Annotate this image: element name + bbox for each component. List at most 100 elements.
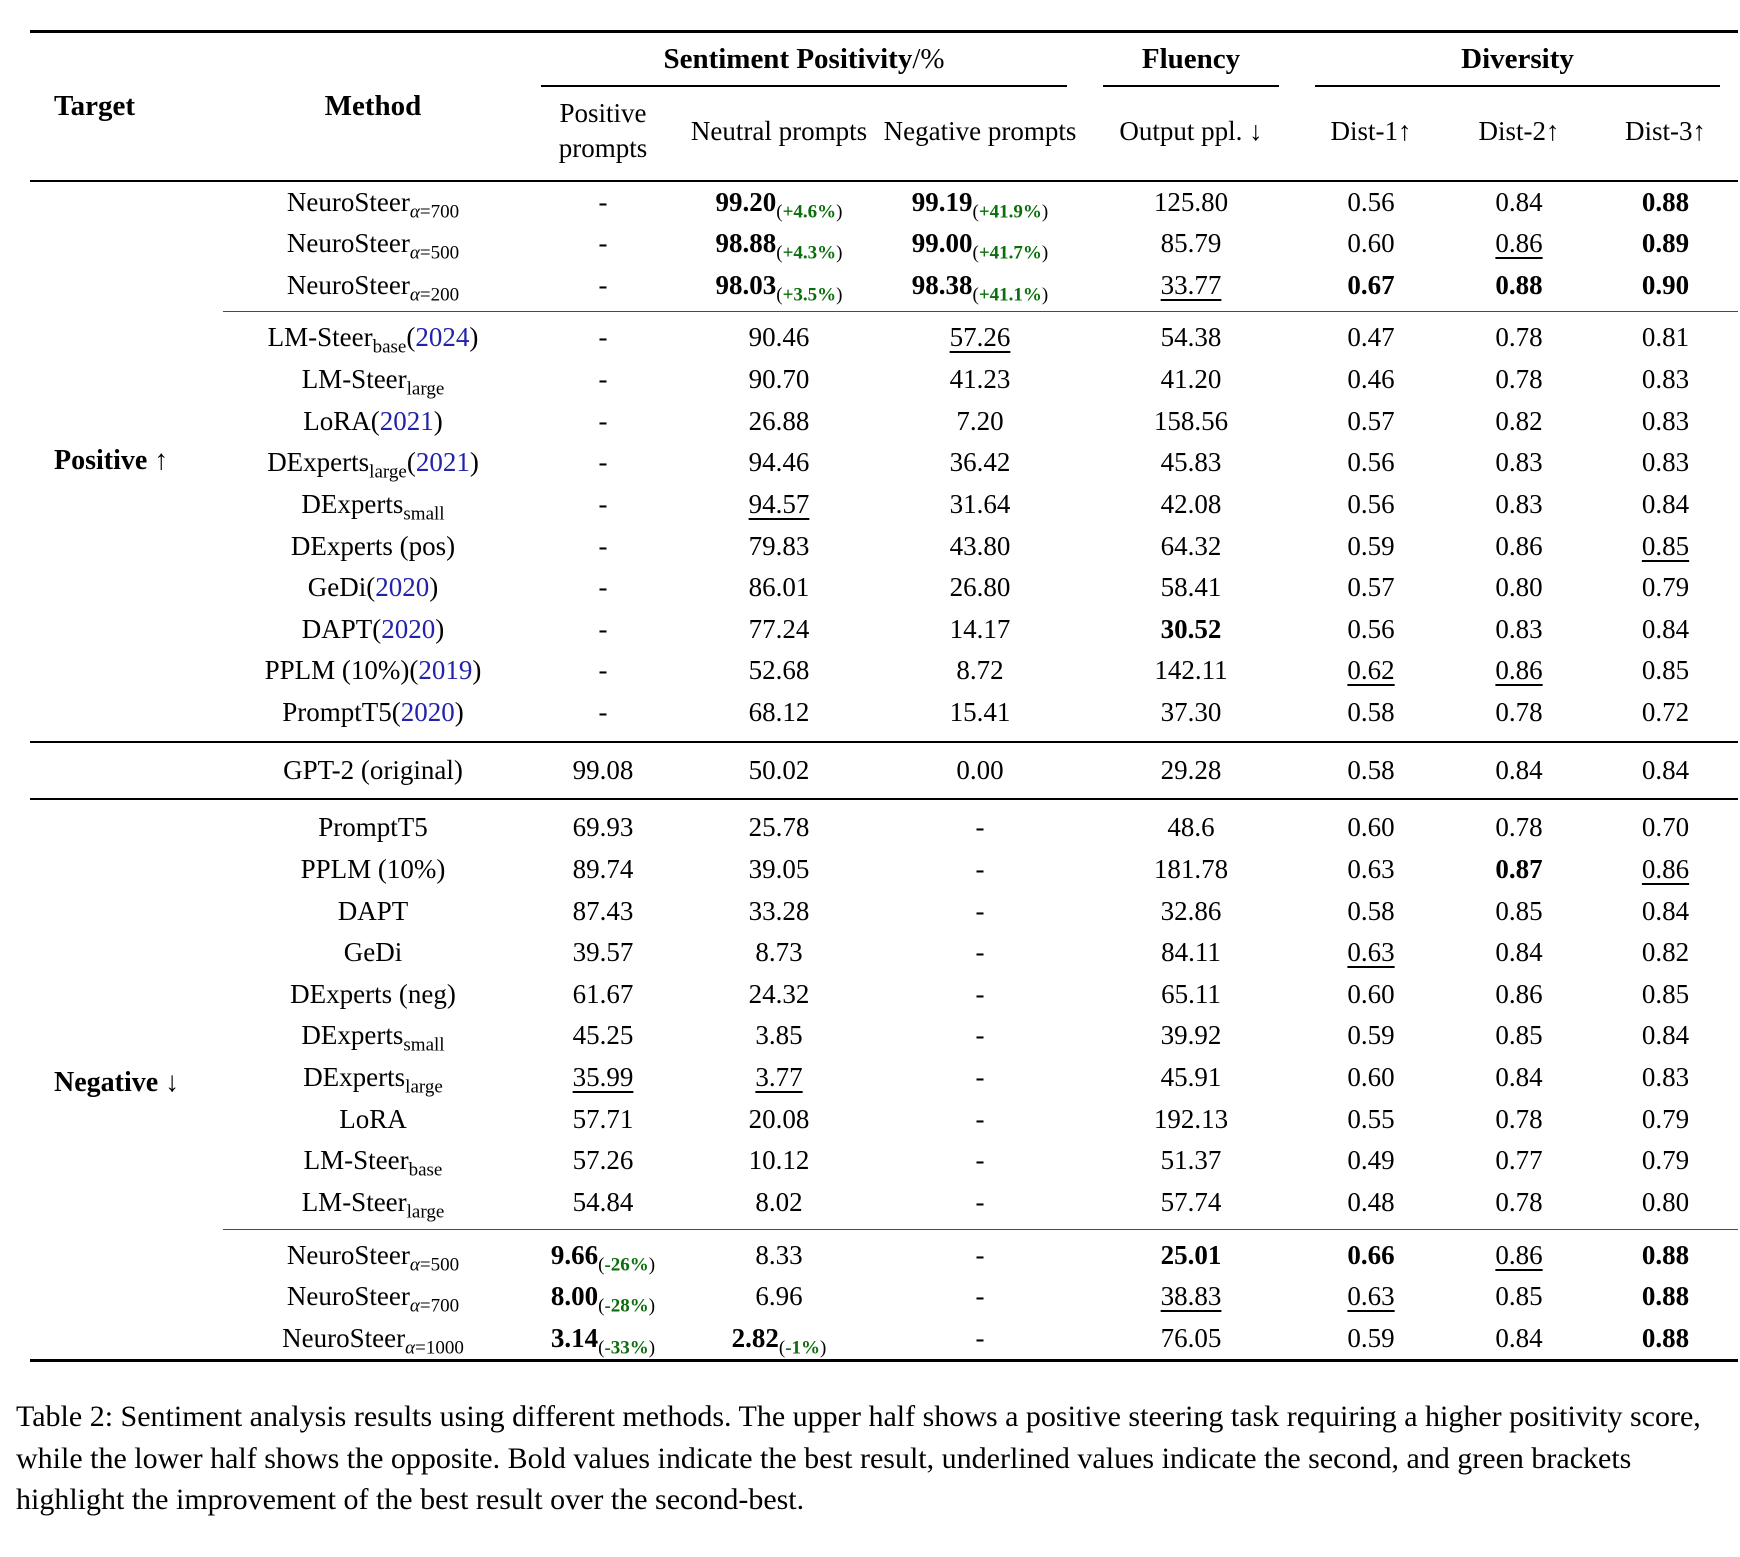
value-cell: 8.02 — [683, 1181, 875, 1230]
value-cell: - — [975, 1145, 985, 1176]
method-cell: GeDi(2020) — [307, 572, 439, 603]
value-cell: 0.84 — [1641, 1020, 1690, 1051]
value-cell: 99.08 — [523, 740, 683, 800]
value-cell: 98.03(+3.5%) — [683, 264, 875, 313]
value-cell: - — [598, 186, 608, 217]
table-row: GeDi 39.57 8.73 - 84.11 0.63 0.84 0.82 — [30, 932, 1738, 974]
value-cell: 192.13 — [1153, 1103, 1229, 1134]
value-cell: 54.84 — [523, 1181, 683, 1230]
value-cell: 25.78 — [683, 798, 875, 849]
value-cell: 30.52 — [1160, 613, 1222, 644]
value-cell: 25.01 — [1160, 1239, 1222, 1270]
value-cell: 31.64 — [949, 488, 1011, 519]
table-row: Positive ↑ NeuroSteerα=700 - 99.20(+4.6%) 99… — [30, 181, 1738, 476]
value-cell: - — [975, 978, 985, 1009]
value-cell: 0.84 — [1641, 488, 1690, 519]
value-cell: 0.78 — [1445, 1181, 1594, 1230]
value-cell: 68.12 — [748, 697, 810, 728]
table-row: DExperts (pos) - 79.83 43.80 64.32 0.59 0.86 0.… — [30, 526, 1738, 568]
value-cell: 0.62 — [1347, 655, 1395, 686]
value-cell: - — [598, 405, 608, 436]
value-cell: - — [598, 364, 608, 395]
value-cell: 43.80 — [949, 530, 1011, 561]
value-cell: 0.84 — [1495, 1322, 1543, 1353]
value-cell: 52.68 — [748, 655, 810, 686]
value-cell: 0.78 — [1495, 364, 1543, 395]
value-cell: 0.49 — [1347, 1145, 1395, 1176]
value-cell: 61.67 — [572, 978, 634, 1009]
value-cell: - — [598, 530, 608, 561]
value-cell: 0.58 — [1297, 740, 1446, 800]
citation-link[interactable]: 2019 — [418, 655, 473, 686]
value-cell: 37.30 — [1160, 697, 1222, 728]
value-cell: 0.84 — [1593, 740, 1739, 800]
citation-link[interactable]: 2020 — [375, 572, 430, 603]
value-cell: 0.78 — [1495, 697, 1543, 728]
value-cell: 0.86 — [1495, 228, 1543, 259]
value-cell: - — [598, 322, 608, 353]
citation-link[interactable]: 2021 — [379, 405, 434, 436]
value-cell: 0.60 — [1347, 978, 1395, 1009]
value-cell: 0.86 — [1495, 1239, 1543, 1270]
value-cell: 24.32 — [748, 978, 810, 1009]
value-cell: - — [598, 447, 608, 478]
value-cell: 0.84 — [1495, 937, 1543, 968]
value-cell: 85.79 — [1160, 228, 1222, 259]
citation-link[interactable]: 2020 — [400, 697, 455, 728]
value-cell: 0.86 — [1641, 853, 1690, 884]
value-cell: 45.83 — [1160, 447, 1222, 478]
table-row: NeuroSteerα=500 9.66(-26%) 8.33 - 25.01 0.66 0… — [30, 1229, 1738, 1276]
value-cell: 32.86 — [1160, 895, 1222, 926]
value-cell: 0.78 — [1495, 322, 1543, 353]
value-cell: 0.72 — [1641, 697, 1690, 728]
table-row: DAPT(2020) - 77.24 14.17 30.52 0.56 0.83 0.84 — [30, 609, 1738, 651]
col-header-positive-prompts: Positive prompts — [558, 98, 648, 164]
value-cell: 98.88(+4.3%) — [715, 228, 843, 264]
value-cell: - — [875, 798, 1086, 849]
value-cell: 0.57 — [1347, 405, 1395, 436]
method-cell: LM-Steerbase — [303, 1145, 443, 1181]
value-cell: 0.88 — [1641, 186, 1690, 217]
value-cell: 39.57 — [572, 937, 634, 968]
value-cell: 8.00(-28%) — [550, 1281, 656, 1317]
table-row: LM-Steerlarge 54.84 8.02-57.74 0.48 0.78 0.80 — [30, 1181, 1739, 1230]
value-cell: 0.47 — [1347, 322, 1395, 353]
citation-link[interactable]: 2024 — [415, 322, 470, 353]
method-cell: DExpertssmall — [301, 488, 445, 525]
group-header-diversity: Diversity — [1297, 32, 1738, 88]
value-cell: 86.01 — [748, 572, 810, 603]
value-cell: 98.38(+41.1%) — [875, 264, 1086, 313]
value-cell: 0.85 — [1495, 1281, 1543, 1312]
value-cell: - — [598, 228, 608, 259]
value-cell: 26.88 — [748, 405, 810, 436]
value-cell: 2.82(-1%) — [731, 1322, 827, 1359]
value-cell: 99.19(+41.9%) — [911, 186, 1049, 222]
value-cell: - — [975, 1020, 985, 1051]
method-cell: LM-Steerlarge — [301, 364, 445, 400]
value-cell: 26.80 — [949, 572, 1011, 603]
value-cell: 0.85 — [1641, 655, 1690, 686]
col-header-dist1: Dist-1↑ — [1330, 115, 1412, 146]
value-cell: 89.74 — [572, 853, 634, 884]
method-cell: DExperts (pos) — [290, 530, 456, 561]
value-cell: 99.20(+4.6%) — [715, 186, 843, 222]
value-cell: - — [975, 1239, 985, 1270]
value-cell: 39.05 — [748, 853, 810, 884]
value-cell: 0.82 — [1495, 405, 1543, 436]
value-cell: 0.86 — [1495, 978, 1543, 1009]
value-cell: - — [598, 697, 608, 728]
citation-link[interactable]: 2021 — [415, 447, 470, 478]
table-row: DAPT 87.43 33.28 - 32.86 0.58 0.85 0.84 — [30, 891, 1738, 933]
table-row: LM-Steerbase 57.26 10.12 - 51.37 0.49 0.77 0.79 — [30, 1140, 1738, 1182]
value-cell: 39.92 — [1160, 1020, 1222, 1051]
value-cell: 41.20 — [1160, 364, 1222, 395]
value-cell: 0.84 — [1445, 740, 1594, 800]
citation-link[interactable]: 2020 — [381, 613, 436, 644]
method-cell: NeuroSteerα=700 — [286, 186, 460, 222]
value-cell: 0.88 — [1641, 1281, 1690, 1312]
value-cell: 35.99 — [572, 1062, 634, 1093]
value-cell: 0.56 — [1347, 186, 1395, 217]
value-cell: 0.59 — [1347, 530, 1395, 561]
method-cell: LM-Steerbase(2024) — [267, 322, 479, 358]
value-cell: - — [598, 655, 608, 686]
